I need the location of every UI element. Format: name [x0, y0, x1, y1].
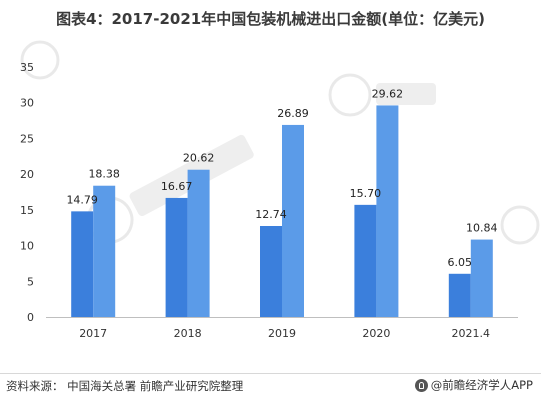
y-tick-label: 15	[20, 204, 34, 217]
data-label: 18.38	[88, 168, 120, 181]
data-label: 12.74	[255, 208, 287, 221]
bar-series-1	[448, 273, 471, 317]
y-tick-label: 35	[20, 61, 34, 74]
footer-divider	[0, 373, 541, 374]
bar-series-1	[165, 197, 188, 317]
data-label: 26.89	[277, 107, 309, 120]
bar-series-1	[354, 204, 377, 317]
data-label: 20.62	[183, 152, 215, 165]
bar-series-2	[282, 124, 304, 317]
brand-credit-text: @前瞻经济学人APP	[430, 378, 533, 392]
bar-series-1	[71, 211, 94, 317]
watermark-logo	[328, 73, 372, 117]
chart-title: 图表4：2017-2021年中国包装机械进出口金额(单位：亿美元)	[56, 10, 485, 28]
data-label: 10.84	[466, 222, 498, 235]
bar-series-1	[260, 226, 282, 317]
watermark-logo	[500, 205, 540, 245]
y-tick-label: 10	[20, 240, 34, 253]
y-tick-label: 5	[27, 275, 34, 288]
y-tick-label: 0	[27, 311, 34, 324]
watermark-logo	[20, 40, 60, 80]
x-category-label: 2019	[268, 327, 296, 340]
data-label: 29.62	[372, 87, 404, 100]
x-category-label: 2018	[174, 327, 202, 340]
bar-series-2	[187, 169, 210, 317]
y-tick-label: 20	[20, 168, 34, 181]
data-label: 6.05	[448, 256, 473, 269]
x-category-label: 2021.4	[452, 327, 491, 340]
data-label: 16.67	[161, 180, 193, 193]
bar-series-2	[93, 185, 116, 317]
y-tick-label: 30	[20, 97, 34, 110]
x-category-label: 2017	[79, 327, 107, 340]
bar-series-2	[470, 239, 493, 317]
watermark-logo	[376, 83, 436, 105]
data-label: 15.70	[350, 187, 382, 200]
bar-series-2	[376, 105, 399, 317]
bar-chart: 0 5 10 15 20 25 30 35 14.79 18.38 16.67 20.62 12.74…	[20, 40, 540, 340]
y-tick-label: 25	[20, 132, 34, 145]
data-label: 14.79	[66, 193, 98, 206]
brand-logo-icon	[414, 378, 428, 392]
x-category-label: 2020	[362, 327, 390, 340]
source-note: 资料来源： 中国海关总署 前瞻产业研究院整理	[6, 379, 244, 393]
brand-credit: @前瞻经济学人APP	[414, 377, 533, 393]
